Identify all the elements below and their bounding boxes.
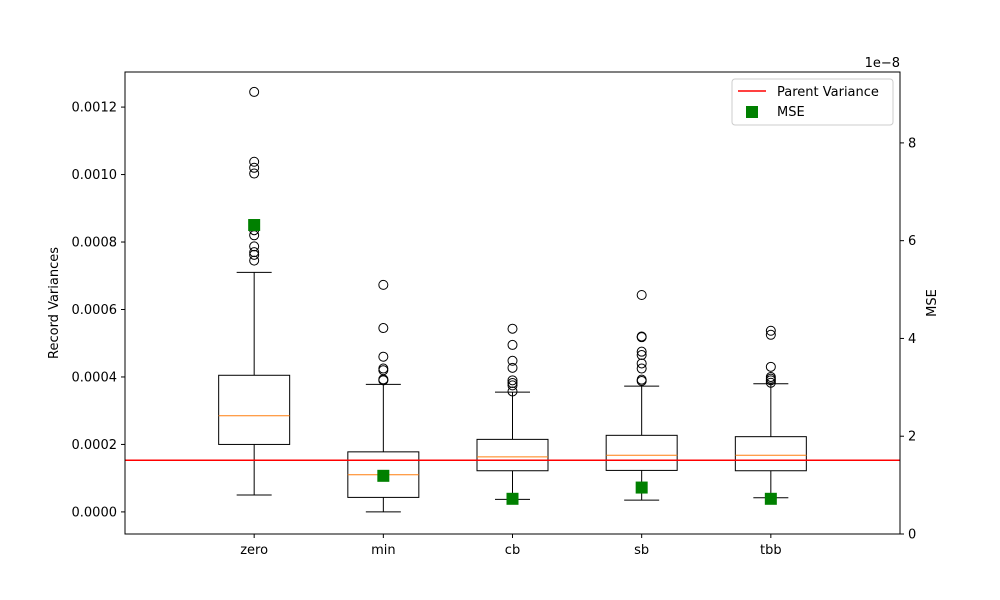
outlier-min-1 xyxy=(378,323,389,334)
box-cb xyxy=(476,323,549,500)
x-tick-label-tbb: tbb xyxy=(760,543,782,558)
outlier-cb-6 xyxy=(507,380,518,391)
mse-point-cb xyxy=(506,492,519,505)
outlier-cb-3 xyxy=(507,362,518,373)
x-tick-label-zero: zero xyxy=(240,543,268,558)
legend-mse-label: MSE xyxy=(777,105,805,120)
outlier-zero-7 xyxy=(249,247,260,258)
box-min xyxy=(347,279,420,513)
x-tick-label-cb: cb xyxy=(505,543,520,558)
axes-frame xyxy=(124,71,901,535)
outlier-cb-4 xyxy=(507,375,518,386)
left-tick-label-1: 0.0002 xyxy=(72,438,118,453)
box-zero xyxy=(218,86,291,496)
mse-point-sb xyxy=(635,481,648,494)
outlier-min-0 xyxy=(378,279,389,290)
legend-frame xyxy=(731,78,894,126)
left-tick-label-3: 0.0006 xyxy=(72,303,118,318)
legend-parent-variance-label: Parent Variance xyxy=(777,85,879,100)
mse-point-tbb xyxy=(764,492,777,505)
outlier-zero-6 xyxy=(249,241,260,252)
right-tick-label-0: 0 xyxy=(908,528,916,543)
right-tick-label-1: 2 xyxy=(908,430,916,445)
legend-mse-swatch xyxy=(746,106,758,118)
right-axis: 0 2 4 6 8 xyxy=(900,136,916,543)
outlier-tbb-6 xyxy=(765,377,776,388)
outlier-zero-1 xyxy=(249,156,260,167)
right-axis-label: MSE xyxy=(925,289,940,317)
outlier-sb-6 xyxy=(636,363,647,374)
left-tick-label-0: 0.0000 xyxy=(72,505,118,520)
left-axis: 0.0000 0.0002 0.0004 0.0006 0.0008 0.0010 0.00… xyxy=(72,101,125,520)
outlier-min-6 xyxy=(378,375,389,386)
legend: Parent Variance MSE xyxy=(731,78,894,126)
outlier-cb-5 xyxy=(507,378,518,389)
outlier-zero-9 xyxy=(249,255,260,266)
outlier-zero-3 xyxy=(249,168,260,179)
outlier-zero-0 xyxy=(249,86,260,97)
box-sb xyxy=(605,289,678,501)
box-tbb xyxy=(734,325,807,499)
outlier-zero-2 xyxy=(249,162,260,173)
outlier-tbb-5 xyxy=(765,375,776,386)
right-tick-label-2: 4 xyxy=(908,332,916,347)
iqr-box-sb xyxy=(605,434,678,471)
plot-area xyxy=(125,86,900,513)
outlier-sb-2 xyxy=(636,332,647,343)
outlier-zero-8 xyxy=(249,249,260,260)
outlier-cb-0 xyxy=(507,323,518,334)
iqr-box-zero xyxy=(218,374,291,445)
outlier-cb-1 xyxy=(507,339,518,350)
x-tick-label-min: min xyxy=(371,543,396,558)
left-tick-label-4: 0.0008 xyxy=(72,236,118,251)
left-axis-label: Record Variances xyxy=(47,247,62,359)
outlier-cb-7 xyxy=(507,386,518,397)
iqr-box-tbb xyxy=(734,436,807,472)
outlier-sb-4 xyxy=(636,350,647,361)
outlier-tbb-1 xyxy=(765,329,776,340)
outlier-cb-2 xyxy=(507,355,518,366)
left-tick-label-2: 0.0004 xyxy=(72,370,118,385)
outlier-sb-8 xyxy=(636,376,647,387)
right-tick-label-4: 8 xyxy=(908,136,916,151)
iqr-box-cb xyxy=(476,438,549,472)
mse-point-zero xyxy=(248,219,261,232)
outlier-tbb-0 xyxy=(765,325,776,336)
outlier-sb-3 xyxy=(636,346,647,357)
outlier-sb-0 xyxy=(636,289,647,300)
outlier-sb-5 xyxy=(636,358,647,369)
right-axis-offset-text: 1e−8 xyxy=(865,56,900,71)
outlier-min-2 xyxy=(378,351,389,362)
x-tick-label-sb: sb xyxy=(634,543,649,558)
mse-point-min xyxy=(377,469,390,482)
right-tick-label-3: 6 xyxy=(908,234,916,249)
outlier-zero-5 xyxy=(249,230,260,241)
left-tick-label-6: 0.0012 xyxy=(72,101,118,116)
x-axis: zero min cb sb tbb xyxy=(240,534,782,558)
left-tick-label-5: 0.0010 xyxy=(72,168,118,183)
outlier-tbb-2 xyxy=(765,361,776,372)
